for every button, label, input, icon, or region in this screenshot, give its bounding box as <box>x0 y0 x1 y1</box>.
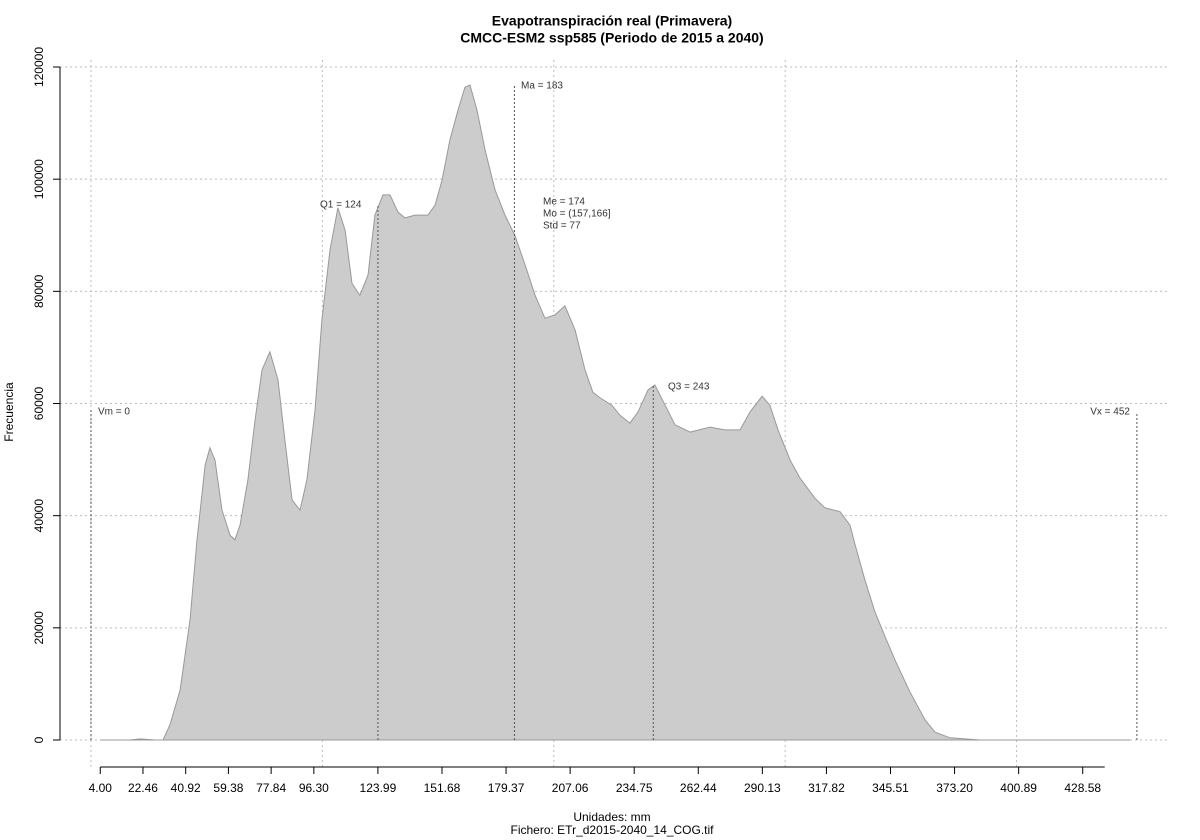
x-tick-label: 22.46 <box>128 781 158 795</box>
stat-label: Mo = (157,166] <box>543 209 611 220</box>
caption: Fichero: ETr_d2015-2040_14_COG.tif <box>511 823 715 837</box>
y-tick-label: 100000 <box>32 159 46 199</box>
x-tick-label: 373.20 <box>936 781 973 795</box>
y-tick-label: 60000 <box>32 386 46 420</box>
x-axis-title: Unidades: mm <box>573 810 650 824</box>
y-tick-label: 40000 <box>32 499 46 533</box>
marker-label: Q3 = 243 <box>668 382 710 393</box>
chart-title: Evapotranspiración real (Primavera) <box>492 13 732 29</box>
x-tick-label: 290.13 <box>744 781 781 795</box>
x-tick-label: 151.68 <box>424 781 461 795</box>
x-tick-label: 234.75 <box>616 781 653 795</box>
marker-label: Ma = 183 <box>521 81 563 92</box>
stat-label: Me = 174 <box>543 197 585 208</box>
marker-label: Q1 = 124 <box>320 200 362 211</box>
y-tick-label: 80000 <box>32 274 46 308</box>
x-tick-label: 123.99 <box>360 781 397 795</box>
y-tick-label: 20000 <box>32 611 46 645</box>
x-tick-label: 40.92 <box>171 781 201 795</box>
x-tick-label: 96.30 <box>299 781 329 795</box>
x-tick-label: 400.89 <box>1000 781 1037 795</box>
y-axis-title: Frecuencia <box>2 382 16 442</box>
x-tick-label: 59.38 <box>213 781 243 795</box>
x-tick-label: 428.58 <box>1064 781 1101 795</box>
x-tick-label: 77.84 <box>256 781 286 795</box>
marker-label: Vx = 452 <box>1090 407 1130 418</box>
x-tick-label: 345.51 <box>872 781 909 795</box>
x-tick-label: 317.82 <box>808 781 845 795</box>
marker-label: Vm = 0 <box>98 407 130 418</box>
y-tick-label: 120000 <box>32 47 46 87</box>
x-tick-label: 207.06 <box>552 781 589 795</box>
x-tick-label: 179.37 <box>488 781 525 795</box>
y-tick-label: 0 <box>32 736 46 743</box>
chart-subtitle: CMCC-ESM2 ssp585 (Periodo de 2015 a 2040… <box>460 30 763 46</box>
x-tick-label: 262.44 <box>680 781 717 795</box>
density-area <box>100 84 1130 741</box>
stat-label: Std = 77 <box>543 221 581 232</box>
x-tick-label: 4.00 <box>89 781 113 795</box>
